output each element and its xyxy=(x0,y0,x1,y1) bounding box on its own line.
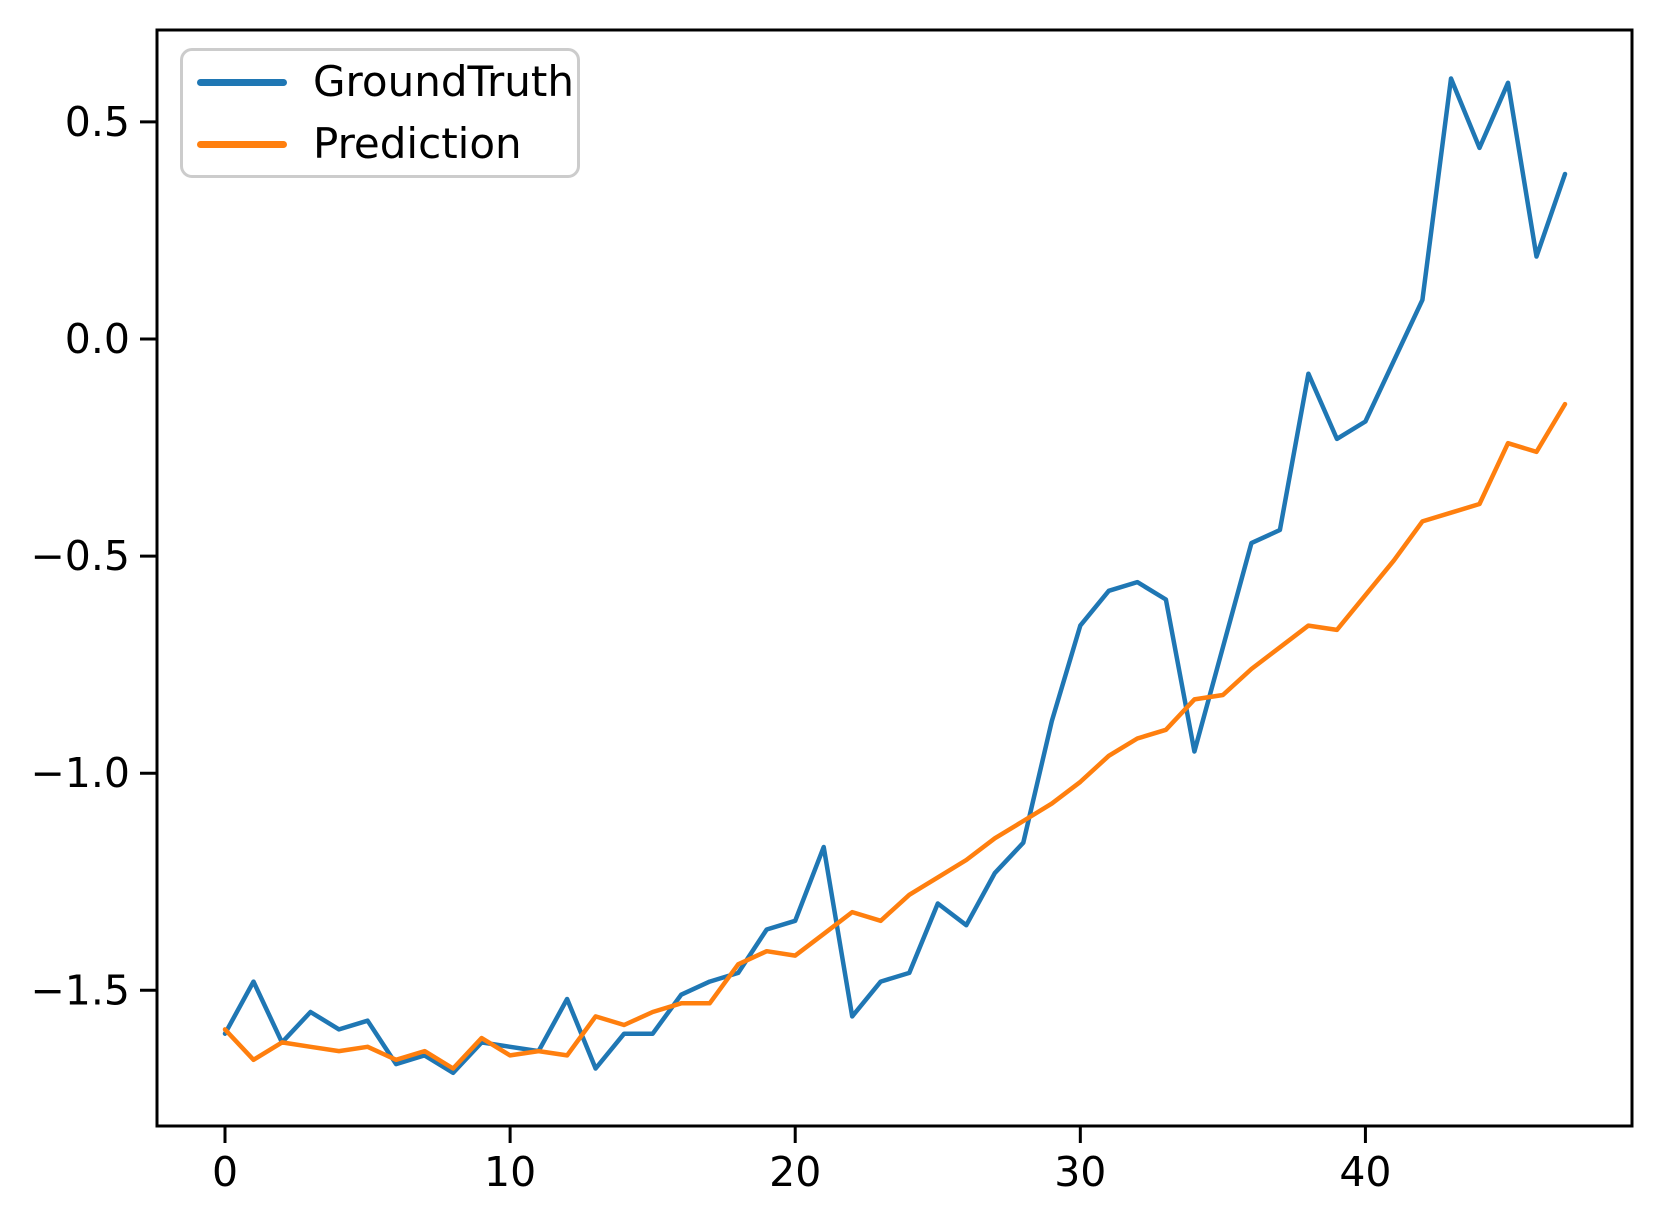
y-tick-label: −0.5 xyxy=(30,532,130,580)
series-line-prediction xyxy=(222,401,1568,1071)
series-line-groundtruth xyxy=(222,76,1568,1076)
legend-line-prediction-swatch xyxy=(197,140,287,148)
legend-item-prediction: Prediction xyxy=(197,122,577,166)
x-tick-label: 10 xyxy=(484,1148,536,1196)
x-tick-label: 0 xyxy=(212,1148,238,1196)
plot-frame xyxy=(155,28,1634,1128)
x-tick-label: 30 xyxy=(1054,1148,1106,1196)
legend-line-groundtruth-swatch xyxy=(197,78,287,86)
legend-label-prediction: Prediction xyxy=(313,119,522,168)
x-tick-label: 40 xyxy=(1339,1148,1391,1196)
x-tick-label: 20 xyxy=(769,1148,821,1196)
y-tick-label: −1.0 xyxy=(30,749,130,797)
y-tick-label: −1.5 xyxy=(30,966,130,1014)
legend-item-groundtruth: GroundTruth xyxy=(197,60,577,104)
legend-label-groundtruth: GroundTruth xyxy=(313,57,574,106)
y-tick-label: 0.5 xyxy=(65,98,130,146)
legend: GroundTruth Prediction xyxy=(180,48,580,178)
y-tick-label: 0.0 xyxy=(65,315,130,363)
